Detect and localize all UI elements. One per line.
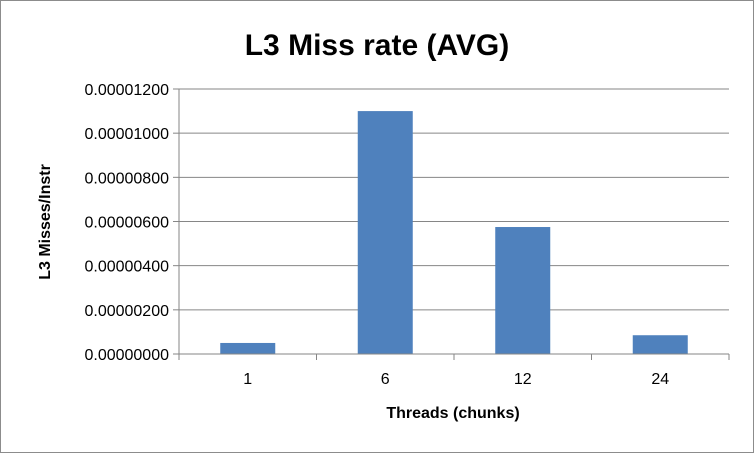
- bar: [495, 227, 551, 354]
- x-tick-label: 1: [243, 371, 252, 388]
- bar: [632, 335, 688, 354]
- y-tick-label: 0.00001000: [84, 126, 169, 143]
- chart-title: L3 Miss rate (AVG): [245, 29, 510, 62]
- y-tick-label: 0.00000600: [84, 215, 169, 232]
- x-axis-ticks: 1 6 12 24: [178, 354, 730, 388]
- x-tick-label: 6: [381, 371, 390, 388]
- y-tick-label: 0.00000000: [84, 347, 169, 364]
- x-axis-label: Threads (chunks): [386, 405, 519, 422]
- y-axis-label: L3 Misses/Instr: [37, 164, 54, 280]
- bar: [357, 111, 413, 354]
- y-tick-label: 0.00000200: [84, 303, 169, 320]
- gridlines: [179, 88, 729, 311]
- y-tick-label: 0.00001200: [84, 82, 169, 99]
- bars: [220, 111, 688, 354]
- x-tick-label: 24: [651, 371, 669, 388]
- x-tick-label: 12: [514, 371, 532, 388]
- y-tick-label: 0.00000400: [84, 259, 169, 276]
- y-tick-label: 0.00000800: [84, 170, 169, 187]
- y-axis-ticks: 0.00000000 0.00000200 0.00000400 0.00000600…: [84, 82, 179, 364]
- bar: [220, 342, 276, 354]
